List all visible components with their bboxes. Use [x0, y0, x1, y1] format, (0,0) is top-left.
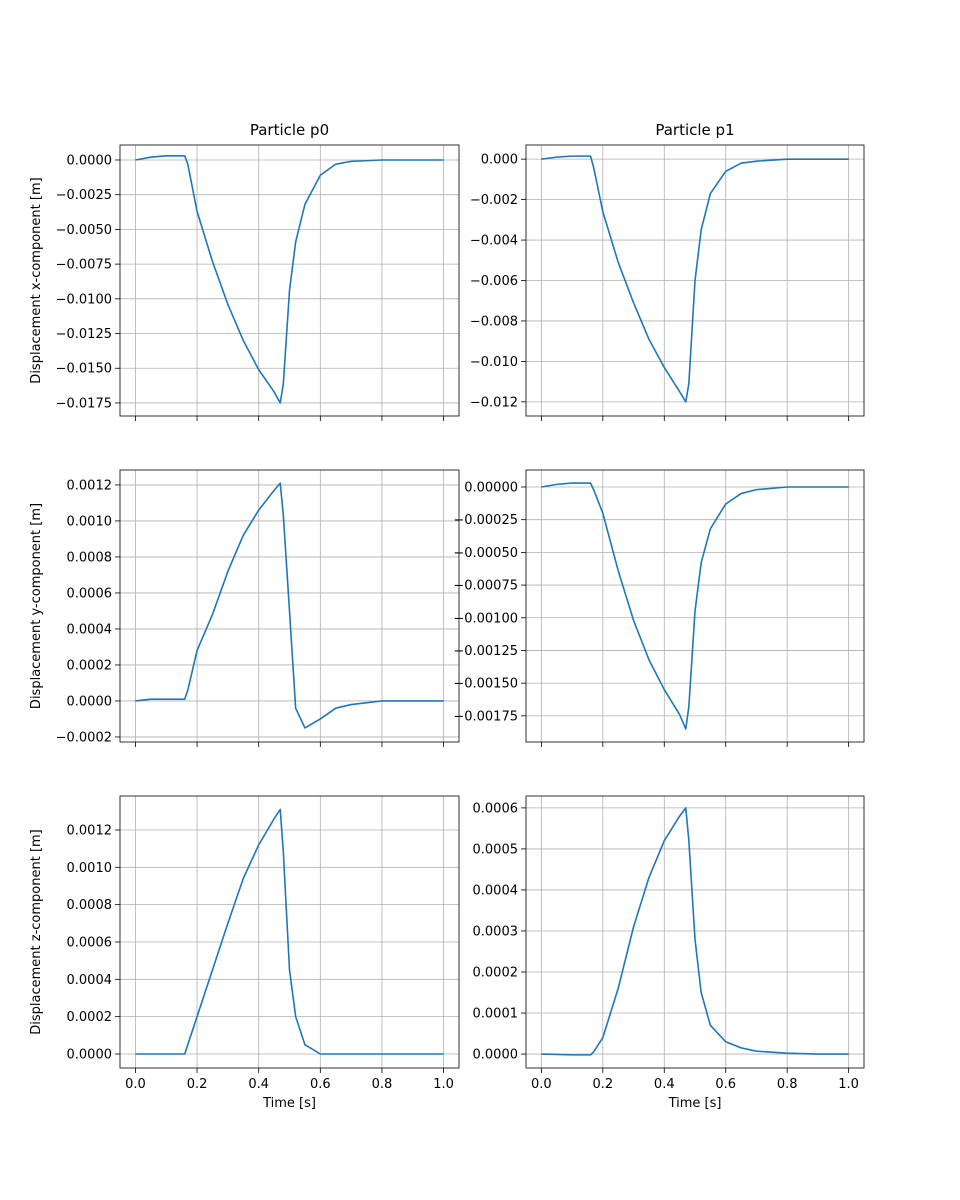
y-tick-label: −0.0050 [56, 223, 112, 238]
y-tick-label: 0.0006 [473, 801, 519, 816]
x-tick-label: 0.0 [531, 1077, 552, 1092]
data-line [135, 482, 444, 729]
y-tick-label: 0.0002 [67, 1010, 113, 1025]
y-axis-label: Displacement z-component [m] [29, 829, 44, 1035]
y-tick-label: −0.00175 [453, 709, 518, 724]
y-tick-label: 0.0012 [67, 478, 113, 493]
y-tick-label: −0.006 [470, 274, 518, 289]
axes-frame [119, 795, 460, 1069]
x-tick-label: 1.0 [433, 1077, 454, 1092]
axes-frame [525, 795, 865, 1069]
y-tick-label: 0.0010 [67, 514, 113, 529]
y-tick-label: 0.0004 [67, 973, 113, 988]
y-tick-label: −0.008 [470, 314, 518, 329]
y-tick-label: −0.00025 [453, 513, 518, 528]
x-axis-label: Time [s] [262, 1096, 316, 1111]
y-tick-label: −0.0002 [56, 730, 112, 745]
axes-frame [119, 144, 460, 417]
x-tick-label: 0.6 [310, 1077, 331, 1092]
y-tick-label: −0.00125 [453, 644, 518, 659]
y-tick-label: −0.0175 [56, 396, 112, 411]
x-tick-label: 0.8 [777, 1077, 798, 1092]
x-tick-label: 0.4 [248, 1077, 269, 1092]
y-tick-label: −0.00100 [453, 611, 518, 626]
y-tick-label: −0.0075 [56, 258, 112, 273]
y-tick-label: 0.0008 [67, 898, 113, 913]
x-tick-label: 0.8 [372, 1077, 393, 1092]
y-tick-label: −0.0150 [56, 362, 112, 377]
y-tick-label: −0.00150 [453, 677, 518, 692]
axes-frame [525, 469, 865, 743]
y-tick-label: −0.002 [470, 193, 518, 208]
x-tick-label: 0.4 [654, 1077, 675, 1092]
y-tick-label: −0.00075 [453, 579, 518, 594]
y-tick-label: 0.0005 [473, 842, 519, 857]
y-tick-label: 0.0000 [67, 1047, 113, 1062]
y-axis-label: Displacement y-component [m] [29, 503, 44, 709]
data-line [541, 807, 849, 1056]
y-tick-label: 0.0004 [67, 622, 113, 637]
data-line [541, 482, 849, 730]
y-tick-label: 0.0002 [67, 658, 113, 673]
y-tick-label: 0.0012 [67, 823, 113, 838]
y-tick-label: −0.0025 [56, 188, 112, 203]
subplot-title: Particle p0 [250, 121, 329, 139]
y-tick-label: −0.010 [470, 355, 518, 370]
y-tick-label: 0.0010 [67, 861, 113, 876]
y-tick-label: 0.0008 [67, 550, 113, 565]
y-tick-label: 0.0000 [473, 1048, 519, 1063]
y-tick-label: 0.0002 [473, 966, 519, 981]
data-line [135, 155, 444, 404]
y-tick-label: 0.0003 [473, 924, 519, 939]
x-axis-label: Time [s] [668, 1096, 722, 1111]
y-tick-label: 0.0001 [473, 1007, 519, 1022]
y-tick-label: 0.0000 [67, 153, 113, 168]
y-tick-label: 0.0004 [473, 883, 519, 898]
y-tick-label: −0.012 [470, 395, 518, 410]
x-tick-label: 0.6 [715, 1077, 736, 1092]
y-tick-label: 0.00000 [464, 481, 518, 496]
y-tick-label: 0.0006 [67, 586, 113, 601]
y-tick-label: 0.0000 [67, 694, 113, 709]
data-line [135, 808, 444, 1055]
y-axis-label: Displacement x-component [m] [29, 177, 44, 383]
axes-frame [525, 144, 865, 417]
x-tick-label: 0.2 [187, 1077, 208, 1092]
y-tick-label: −0.0100 [56, 292, 112, 307]
axes-frame [119, 469, 460, 743]
data-line [541, 155, 849, 403]
x-tick-label: 0.0 [125, 1077, 146, 1092]
y-tick-label: −0.004 [470, 234, 518, 249]
y-tick-label: 0.000 [481, 153, 518, 168]
subplot-title: Particle p1 [655, 121, 734, 139]
x-tick-label: 0.2 [592, 1077, 613, 1092]
y-tick-label: −0.0125 [56, 327, 112, 342]
x-tick-label: 1.0 [838, 1077, 859, 1092]
y-tick-label: 0.0006 [67, 935, 113, 950]
y-tick-label: −0.00050 [453, 546, 518, 561]
